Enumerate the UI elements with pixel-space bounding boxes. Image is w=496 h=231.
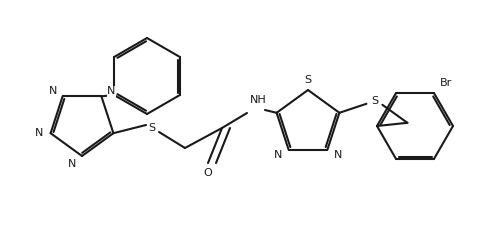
Text: N: N (68, 159, 76, 169)
Text: O: O (204, 168, 212, 178)
Text: Br: Br (440, 78, 452, 88)
Text: N: N (334, 150, 343, 160)
Text: N: N (49, 86, 57, 96)
Text: S: S (371, 96, 378, 106)
Text: S: S (305, 75, 311, 85)
Text: NH: NH (249, 95, 266, 105)
Text: N: N (34, 128, 43, 138)
Text: N: N (273, 150, 282, 160)
Text: N: N (107, 86, 116, 96)
Text: S: S (148, 123, 156, 133)
